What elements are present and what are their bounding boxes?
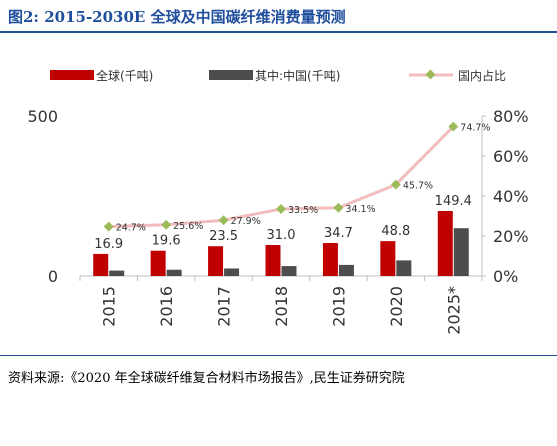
data-labels: 16.9 19.6 23.5 31.0 34.7 48.8 149.4 24.7% 25.6% 2… (94, 123, 490, 252)
share-value-label: 24.7% (116, 223, 146, 234)
bar-value-label: 48.8 (381, 224, 410, 239)
bar-global (265, 244, 281, 276)
y-right-tick-label: 0% (493, 267, 518, 286)
share-line-marker (161, 219, 172, 230)
share-line-marker (218, 215, 229, 226)
legend-swatch-global (50, 70, 94, 80)
bar-china (109, 270, 125, 276)
bar-china (338, 264, 354, 276)
bar-global (322, 243, 338, 276)
share-value-label: 45.7% (403, 181, 433, 192)
y-right-tick-label: 40% (493, 187, 529, 206)
share-line (103, 121, 459, 232)
legend-marker-share (425, 69, 436, 80)
figure-title: 图2: 2015-2030E 全球及中国碳纤维消费量预测 (8, 8, 346, 26)
bar-global (208, 246, 224, 276)
chart: 全球(千吨) 其中:中国(千吨) 国内占比 0 500 0% 20% 40% 60% 80% 1… (27, 68, 528, 335)
bar-china (224, 268, 240, 276)
x-category-label: 2020 (387, 286, 406, 327)
bar-china (281, 266, 297, 276)
bar-value-label: 19.6 (152, 234, 181, 249)
bar-value-label: 31.0 (267, 228, 296, 243)
share-value-label: 34.1% (345, 204, 375, 215)
bar-global (150, 250, 166, 276)
x-category-label: 2019 (329, 286, 348, 327)
bar-value-label: 23.5 (209, 229, 238, 244)
y-left-tick-label: 0 (48, 267, 58, 286)
legend: 全球(千吨) 其中:中国(千吨) 国内占比 (50, 68, 506, 83)
bar-china (166, 269, 182, 276)
legend-swatch-china (209, 70, 253, 80)
bar-china (453, 228, 469, 276)
bars (93, 211, 469, 276)
x-category-label: 2017 (215, 286, 234, 327)
title-rule (0, 31, 557, 33)
x-category-label: 2018 (272, 286, 291, 327)
y-right-tick-label: 20% (493, 227, 529, 246)
bar-value-label: 16.9 (94, 237, 123, 252)
x-category-label: 2025* (444, 286, 463, 335)
legend-label-china: 其中:中国(千吨) (255, 68, 340, 83)
source-note: 资料来源:《2020 年全球碳纤维复合材料市场报告》,民生证券研究院 (8, 371, 405, 386)
share-value-label: 27.9% (231, 216, 261, 227)
legend-label-global: 全球(千吨) (96, 68, 153, 83)
share-line-marker (390, 179, 401, 190)
bar-global (380, 241, 396, 276)
share-line-marker (276, 204, 286, 214)
legend-label-share: 国内占比 (458, 68, 506, 83)
y-left-tick-label: 500 (27, 107, 58, 126)
x-category-label: 2015 (100, 286, 119, 327)
bar-global (93, 253, 109, 276)
axes: 0 500 0% 20% 40% 60% 80% (27, 107, 528, 286)
y-right-tick-label: 80% (493, 107, 529, 126)
share-line-marker (333, 202, 344, 213)
x-axis-categories: 2015 2016 2017 2018 2019 2020 2025* (100, 286, 464, 335)
bar-value-label: 149.4 (435, 194, 472, 209)
share-line-marker (103, 221, 114, 232)
bar-global (437, 211, 453, 276)
source-rule (0, 355, 557, 356)
y-right-tick-label: 60% (493, 147, 529, 166)
bar-china (396, 260, 412, 276)
bar-value-label: 34.7 (324, 226, 353, 241)
x-category-label: 2016 (157, 286, 176, 327)
share-value-label: 33.5% (288, 205, 318, 216)
share-value-label: 74.7% (460, 123, 490, 134)
share-value-label: 25.6% (173, 221, 203, 232)
